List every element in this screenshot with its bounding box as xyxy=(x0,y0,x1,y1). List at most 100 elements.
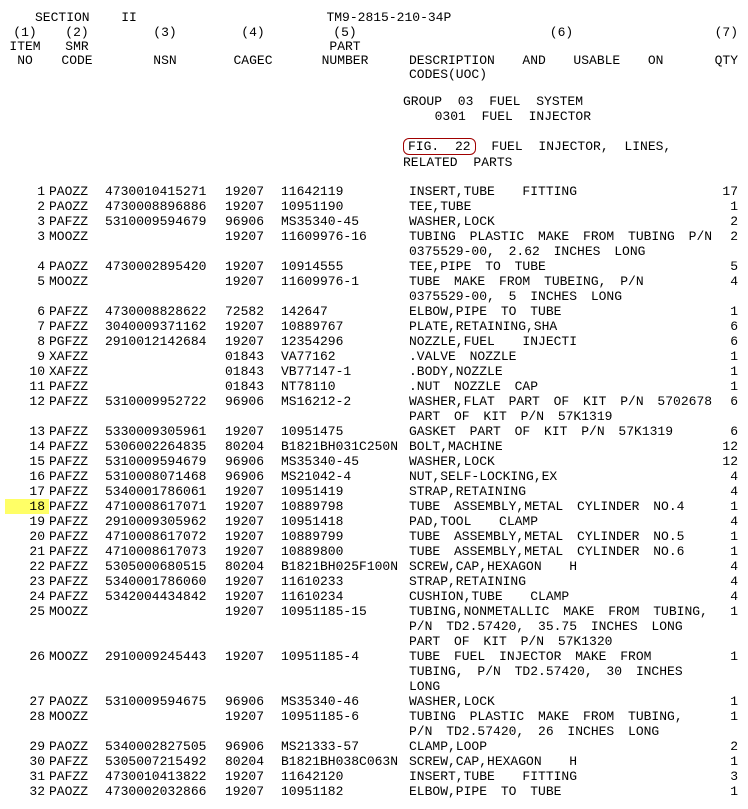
cell-item: 28 xyxy=(5,709,49,724)
cell-cagec: 19207 xyxy=(225,604,281,619)
cell-qty: 6 xyxy=(714,424,738,439)
cell-item: 17 xyxy=(5,484,49,499)
cell-item: 4 xyxy=(5,259,49,274)
cell-item: 27 xyxy=(5,694,49,709)
table-row: 31PAFZZ47300104138221920711642120INSERT,… xyxy=(5,769,743,784)
cell-cagec: 19207 xyxy=(225,319,281,334)
cell-cagec: 19207 xyxy=(225,334,281,349)
cell-cagec: 96906 xyxy=(225,739,281,754)
cell-desc: SCREW,CAP,HEXAGON H xyxy=(409,559,714,574)
cell-desc: .NUT NOZZLE CAP xyxy=(409,379,714,394)
cell-nsn: 2910012142684 xyxy=(105,334,225,349)
cell-cagec: 96906 xyxy=(225,454,281,469)
cell-qty: 1 xyxy=(714,709,738,724)
cell-part: 11609976-16 xyxy=(281,229,409,244)
cell-part: 11642119 xyxy=(281,184,409,199)
cell-qty: 4 xyxy=(714,274,738,289)
table-row: 28MOOZZ1920710951185-6TUBING PLASTIC MAK… xyxy=(5,709,743,739)
cell-part: 10951190 xyxy=(281,199,409,214)
cell-qty: 1 xyxy=(714,349,738,364)
colhdr-smr2: CODE xyxy=(49,54,105,68)
cell-desc: WASHER,LOCK xyxy=(409,454,714,469)
cell-smr: PAOZZ xyxy=(49,784,105,799)
cell-nsn: 5310009594675 xyxy=(105,694,225,709)
cell-qty: 1 xyxy=(714,604,738,619)
cell-item: 14 xyxy=(5,439,49,454)
cell-cagec: 19207 xyxy=(225,424,281,439)
cell-smr: PAFZZ xyxy=(49,754,105,769)
cell-nsn: 4730002032866 xyxy=(105,784,225,799)
cell-smr: PAFZZ xyxy=(49,439,105,454)
cell-qty: 6 xyxy=(714,334,738,349)
cell-qty: 1 xyxy=(714,649,738,664)
cell-part: NT78110 xyxy=(281,379,409,394)
cell-smr: PAFZZ xyxy=(49,214,105,229)
cell-smr: PAFZZ xyxy=(49,499,105,514)
cell-desc: NUT,SELF-LOCKING,EX xyxy=(409,469,714,484)
cell-cagec: 19207 xyxy=(225,229,281,244)
cell-nsn: 4730008828622 xyxy=(105,304,225,319)
cell-smr: XAFZZ xyxy=(49,364,105,379)
cell-smr: PAOZZ xyxy=(49,259,105,274)
table-row: 20PAFZZ47100086170721920710889799TUBE AS… xyxy=(5,529,743,544)
cell-smr: PAOZZ xyxy=(49,184,105,199)
cell-cagec: 19207 xyxy=(225,589,281,604)
cell-item: 12 xyxy=(5,394,49,409)
cell-part: 142647 xyxy=(281,304,409,319)
cell-item: 7 xyxy=(5,319,49,334)
cell-smr: XAFZZ xyxy=(49,349,105,364)
cell-item: 25 xyxy=(5,604,49,619)
cell-cagec: 19207 xyxy=(225,649,281,664)
cell-part: B1821BH025F100N xyxy=(281,559,409,574)
figure-title-2: RELATED PARTS xyxy=(403,155,743,170)
cell-smr: PAFZZ xyxy=(49,529,105,544)
cell-part: 10951419 xyxy=(281,484,409,499)
colhdr-part2: NUMBER xyxy=(281,54,409,68)
colhdr-desc: DESCRIPTION AND USABLE ON CODES(UOC) xyxy=(409,54,714,82)
cell-cagec: 96906 xyxy=(225,694,281,709)
table-row: 29PAOZZ534000282750596906MS21333-57CLAMP… xyxy=(5,739,743,754)
cell-part: 10889799 xyxy=(281,529,409,544)
cell-cagec: 72582 xyxy=(225,304,281,319)
cell-cagec: 80204 xyxy=(225,439,281,454)
cell-desc: PAD,TOOL CLAMP xyxy=(409,514,714,529)
cell-nsn: 4710008617071 xyxy=(105,499,225,514)
cell-nsn: 4730002895420 xyxy=(105,259,225,274)
cell-qty: 1 xyxy=(714,694,738,709)
cell-cagec: 19207 xyxy=(225,544,281,559)
cell-cagec: 19207 xyxy=(225,574,281,589)
cell-smr: PGFZZ xyxy=(49,334,105,349)
table-row: 1PAOZZ47300104152711920711642119INSERT,T… xyxy=(5,184,743,199)
cell-cagec: 19207 xyxy=(225,784,281,799)
cell-cagec: 96906 xyxy=(225,394,281,409)
cell-nsn: 4730010415271 xyxy=(105,184,225,199)
cell-smr: PAFZZ xyxy=(49,514,105,529)
cell-qty: 6 xyxy=(714,394,738,409)
table-row: 25MOOZZ1920710951185-15TUBING,NONMETALLI… xyxy=(5,604,743,649)
cell-item: 30 xyxy=(5,754,49,769)
cell-item: 8 xyxy=(5,334,49,349)
cell-qty: 12 xyxy=(714,439,738,454)
cell-cagec: 80204 xyxy=(225,559,281,574)
cell-smr: PAFZZ xyxy=(49,424,105,439)
cell-qty: 1 xyxy=(714,499,738,514)
table-row: 12PAFZZ531000995272296906MS16212-2WASHER… xyxy=(5,394,743,424)
cell-item: 23 xyxy=(5,574,49,589)
cell-nsn: 4730008896886 xyxy=(105,199,225,214)
cell-desc: ELBOW,PIPE TO TUBE xyxy=(409,304,714,319)
cell-cagec: 19207 xyxy=(225,184,281,199)
cell-part: 10951185-4 xyxy=(281,649,409,664)
cell-smr: PAFZZ xyxy=(49,379,105,394)
cell-desc: NOZZLE,FUEL INJECTI xyxy=(409,334,714,349)
cell-smr: PAFZZ xyxy=(49,544,105,559)
cell-item: 32 xyxy=(5,784,49,799)
cell-cagec: 19207 xyxy=(225,274,281,289)
cell-item: 19 xyxy=(5,514,49,529)
cell-smr: PAFZZ xyxy=(49,559,105,574)
cell-smr: PAFZZ xyxy=(49,589,105,604)
table-row: 3MOOZZ1920711609976-16TUBING PLASTIC MAK… xyxy=(5,229,743,259)
table-row: 7PAFZZ30400093711621920710889767PLATE,RE… xyxy=(5,319,743,334)
table-row: 26MOOZZ29100092454431920710951185-4TUBE … xyxy=(5,649,743,694)
colhdr-qty: QTY xyxy=(714,54,738,68)
cell-qty: 5 xyxy=(714,259,738,274)
